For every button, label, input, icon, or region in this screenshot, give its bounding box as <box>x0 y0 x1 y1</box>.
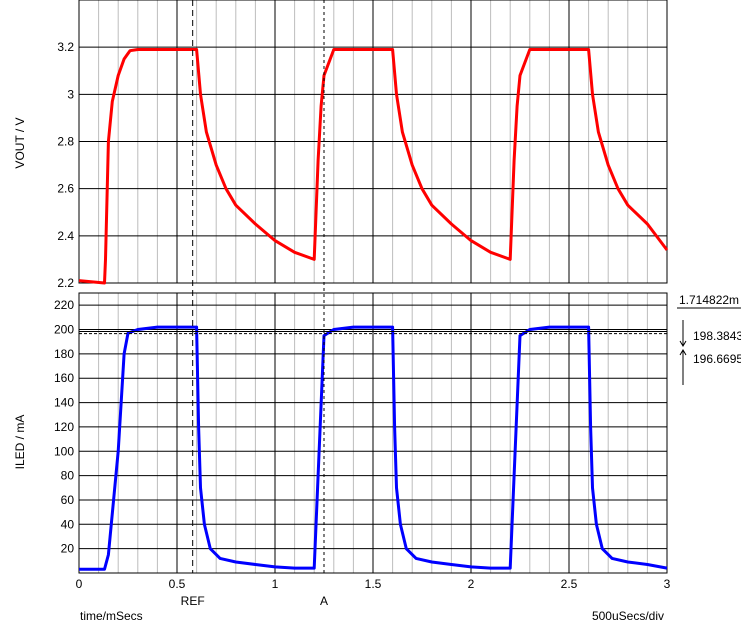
delta-readout: 1.714822m <box>679 293 739 307</box>
iled-y-tick-label: 140 <box>54 396 74 410</box>
iled-y-tick-label: 20 <box>61 542 75 556</box>
iled-grid <box>79 293 667 573</box>
vout-y-tick-label: 3 <box>67 87 74 101</box>
vout-trace <box>78 48 669 285</box>
x-tick-label: 0.5 <box>169 577 186 591</box>
upper-readout: 198.3843 <box>693 329 741 343</box>
iled-trace <box>79 325 668 571</box>
cursors: REF A <box>181 0 328 608</box>
vout-y-tick-label: 2.2 <box>57 276 74 290</box>
vout-y-axis-label: VOUT / V <box>13 117 27 168</box>
iled-y-tick-label: 100 <box>54 444 74 458</box>
delta-arrows-icon <box>679 320 687 385</box>
x-tick-label: 1 <box>272 577 279 591</box>
timebase-label: 500uSecs/div <box>592 609 664 623</box>
vout-y-ticks: 2.2 2.4 2.6 2.8 3 3.2 <box>57 40 74 290</box>
iled-y-tick-label: 200 <box>54 323 74 337</box>
vout-y-tick-label: 2.8 <box>57 135 74 149</box>
iled-y-tick-label: 180 <box>54 347 74 361</box>
x-tick-label: 0 <box>76 577 83 591</box>
iled-y-tick-label: 160 <box>54 371 74 385</box>
cursor-label-a: A <box>320 594 328 608</box>
x-axis-label: time/mSecs <box>80 609 143 623</box>
iled-y-ticks: 20 40 60 80 100 120 140 160 180 200 220 <box>54 298 74 555</box>
vout-plot-frame <box>78 0 668 284</box>
time-x-ticks: 0 0.5 1 1.5 2 2.5 3 <box>76 577 671 591</box>
x-tick-label: 2 <box>468 577 475 591</box>
vout-y-tick-label: 3.2 <box>57 40 74 54</box>
vout-y-tick-label: 2.4 <box>57 229 74 243</box>
iled-y-tick-label: 220 <box>54 298 74 312</box>
x-tick-label: 2.5 <box>561 577 578 591</box>
iled-y-axis-label: ILED / mA <box>13 415 27 470</box>
iled-y-tick-label: 80 <box>61 469 75 483</box>
cursor-label-ref: REF <box>181 594 205 608</box>
iled-y-tick-label: 120 <box>54 420 74 434</box>
iled-y-tick-label: 40 <box>61 517 75 531</box>
vout-grid <box>79 0 667 284</box>
x-tick-label: 3 <box>664 577 671 591</box>
vout-y-tick-label: 2.6 <box>57 182 74 196</box>
iled-y-tick-label: 60 <box>61 493 75 507</box>
lower-readout: 196.6695 <box>693 352 741 366</box>
x-tick-label: 1.5 <box>365 577 382 591</box>
iled-plot-frame <box>78 292 668 574</box>
